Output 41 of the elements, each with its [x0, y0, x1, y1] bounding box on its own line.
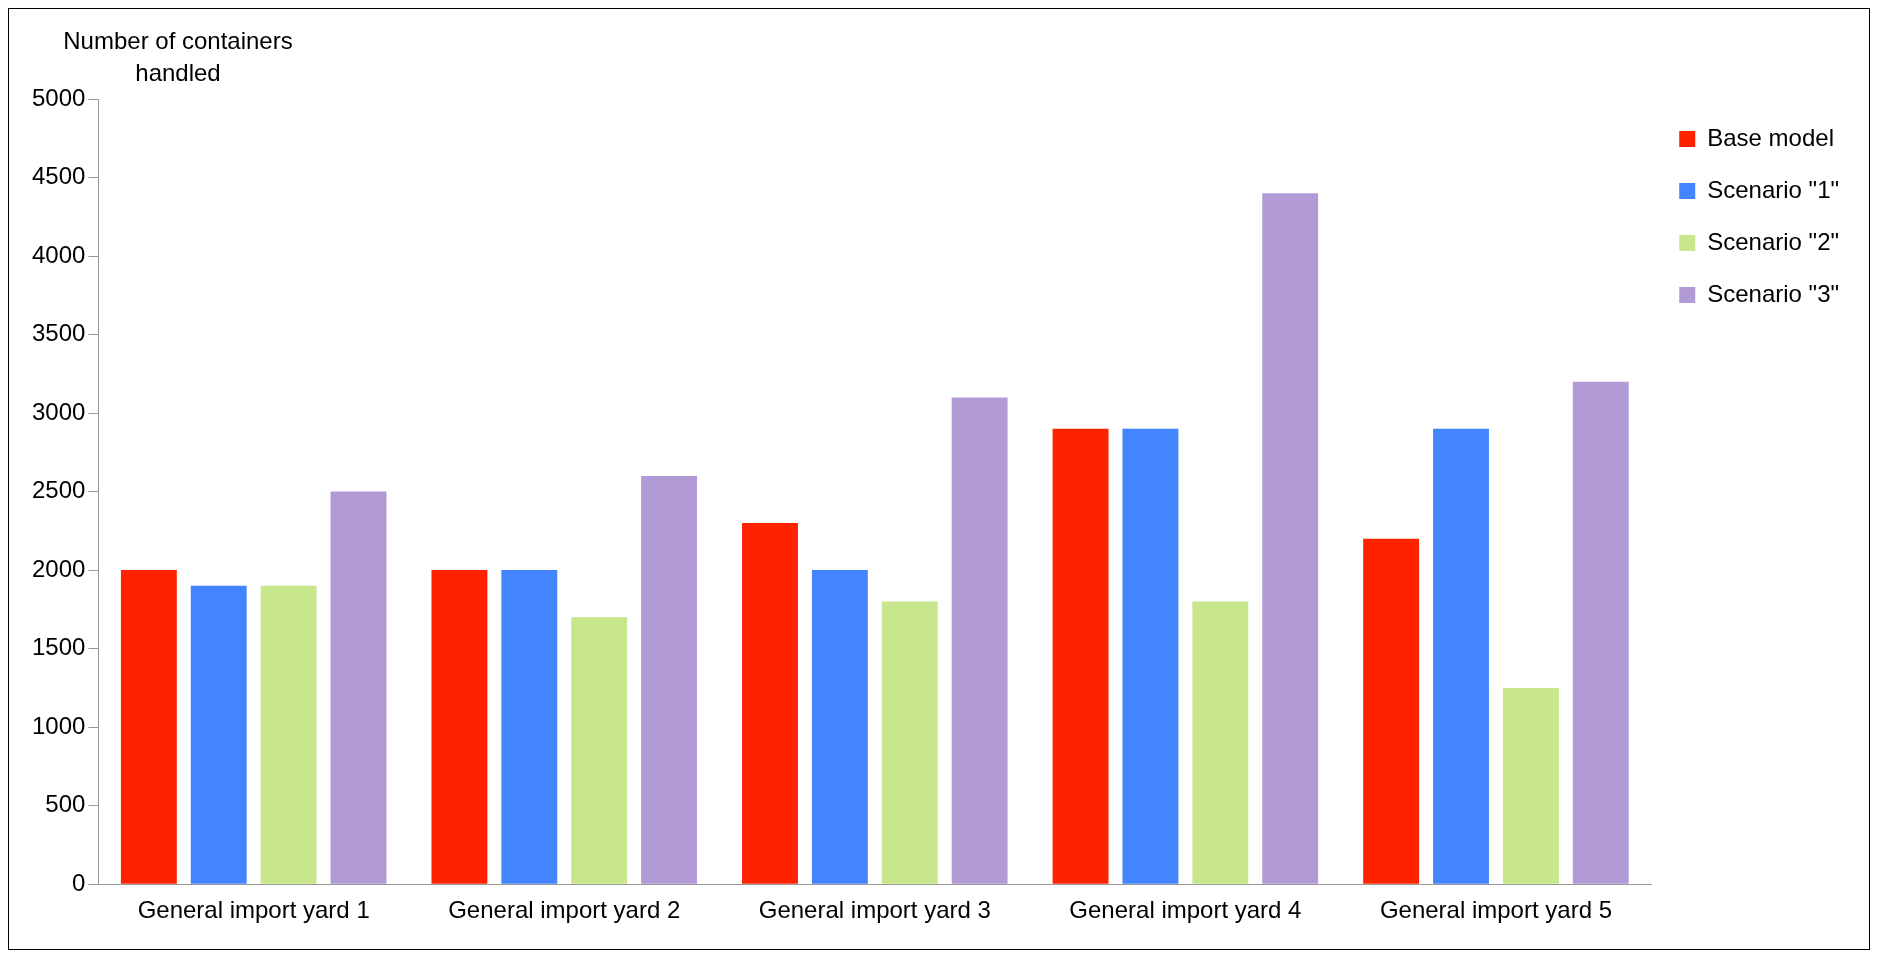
bar: [1363, 538, 1420, 884]
y-tick-label: 4500: [32, 162, 86, 190]
y-tick-label: 4000: [32, 240, 86, 268]
y-axis-title: Number of containers handled: [63, 27, 293, 86]
y-tick-label: 2000: [32, 554, 86, 582]
bar: [811, 570, 868, 884]
legend-label: Scenario "1": [1707, 175, 1839, 203]
y-tick-label: 0: [72, 868, 86, 896]
bar: [1572, 381, 1629, 884]
bar: [1122, 428, 1179, 884]
bar: [1192, 601, 1249, 884]
x-tick-label: General import yard 1: [137, 896, 370, 924]
bar: [1502, 687, 1559, 884]
bar: [1433, 428, 1489, 884]
bar: [1262, 193, 1319, 884]
bar: [260, 585, 317, 884]
y-tick-label: 3500: [32, 319, 86, 347]
legend-label: Scenario "2": [1707, 227, 1839, 255]
bar: [1052, 428, 1109, 884]
bar: [951, 397, 1008, 884]
bar: [330, 491, 387, 884]
y-tick-label: 2500: [32, 476, 86, 504]
bar: [881, 601, 938, 884]
bar: [641, 475, 698, 884]
x-tick-label: General import yard 4: [1069, 896, 1302, 924]
x-tick-label: General import yard 5: [1379, 896, 1612, 924]
legend-label: Base model: [1707, 123, 1834, 151]
y-tick-label: 3000: [32, 397, 86, 425]
y-tick-label: 500: [45, 790, 86, 818]
x-tick-label: General import yard 2: [448, 896, 681, 924]
legend-label: Scenario "3": [1707, 279, 1839, 307]
y-tick-label: 5000: [32, 83, 86, 111]
bar: [190, 585, 247, 884]
bar: [431, 570, 488, 884]
bar: [120, 570, 177, 884]
bar: [742, 523, 798, 884]
bar: [571, 617, 628, 884]
y-tick-label: 1000: [32, 711, 86, 739]
x-tick-label: General import yard 3: [758, 896, 991, 924]
y-tick-label: 1500: [32, 633, 86, 661]
bar: [501, 570, 558, 884]
